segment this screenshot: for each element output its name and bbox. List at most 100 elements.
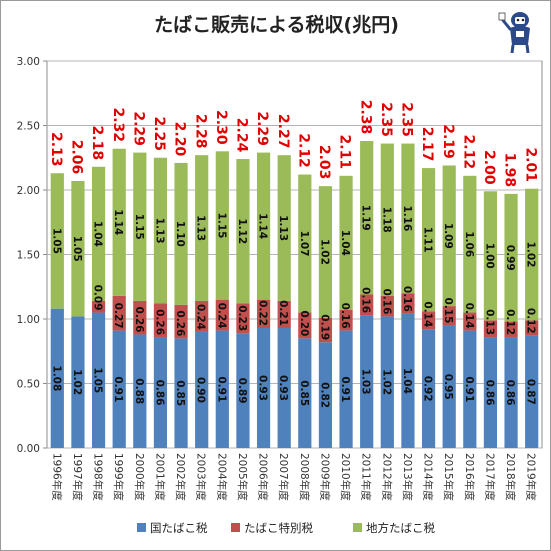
value-label-national-tax: 0.95 bbox=[442, 374, 454, 400]
bar-segment-special-tax bbox=[277, 300, 291, 329]
value-label-total: 2.25 bbox=[151, 116, 167, 151]
bar-segment-local-tax bbox=[277, 155, 291, 301]
bar-segment-national-tax bbox=[50, 308, 64, 448]
value-label-special-tax: 0.15 bbox=[442, 297, 454, 323]
bar-segment-special-tax bbox=[133, 300, 147, 335]
bar-segment-special-tax bbox=[318, 317, 333, 343]
value-label-national-tax: 0.91 bbox=[463, 376, 475, 402]
bar-segment-local-tax bbox=[380, 143, 394, 296]
bar-segment-national-tax bbox=[442, 325, 456, 448]
x-tick-label: 1997年度 bbox=[71, 453, 84, 501]
bar-segment-national-tax bbox=[215, 330, 229, 448]
y-tick-label: 0.50 bbox=[17, 379, 40, 391]
x-tick-label: 1996年度 bbox=[50, 453, 63, 501]
value-label-local-tax: 1.13 bbox=[195, 215, 207, 241]
bar-segment-special-tax bbox=[174, 304, 188, 339]
bar-segment-special-tax bbox=[401, 293, 415, 314]
value-label-local-tax: 1.02 bbox=[318, 239, 330, 265]
bar-segment-special-tax bbox=[298, 312, 312, 339]
value-label-local-tax: 1.13 bbox=[153, 218, 165, 244]
bar-segment-national-tax bbox=[298, 338, 312, 448]
value-label-local-tax: 1.07 bbox=[298, 231, 310, 257]
value-label-national-tax: 1.05 bbox=[92, 367, 104, 393]
bar-segment-local-tax bbox=[195, 155, 209, 301]
value-label-total: 2.32 bbox=[110, 107, 126, 142]
value-label-total: 2.24 bbox=[234, 118, 250, 153]
value-label-total: 1.98 bbox=[502, 153, 518, 188]
value-label-national-tax: 0.91 bbox=[112, 376, 124, 402]
x-tick-label: 2010年度 bbox=[339, 453, 352, 501]
x-tick-label: 2006年度 bbox=[257, 453, 270, 501]
legend-label: 国たばこ税 bbox=[150, 521, 208, 535]
bar-segment-national-tax bbox=[256, 328, 271, 448]
bar-segment-local-tax bbox=[133, 152, 147, 301]
value-label-total: 2.28 bbox=[192, 114, 208, 149]
value-label-national-tax: 0.86 bbox=[504, 380, 516, 406]
value-label-national-tax: 0.85 bbox=[298, 380, 310, 406]
bar-segment-national-tax bbox=[277, 328, 291, 448]
bar-segment-special-tax bbox=[256, 299, 271, 329]
bar-segment-local-tax bbox=[401, 143, 415, 294]
value-label-national-tax: 0.86 bbox=[153, 380, 165, 406]
x-tick-label: 2015年度 bbox=[442, 453, 455, 501]
x-tick-label: 2000年度 bbox=[133, 453, 146, 501]
x-tick-label: 2007年度 bbox=[277, 453, 290, 501]
x-tick-label: 2005年度 bbox=[236, 453, 249, 501]
x-tick-label: 2019年度 bbox=[525, 453, 538, 501]
bar-segment-local-tax bbox=[463, 175, 477, 313]
value-label-total: 2.20 bbox=[172, 122, 188, 157]
chart-title: たばこ販売による税収(兆円) bbox=[154, 14, 399, 36]
bar-segment-special-tax bbox=[215, 299, 229, 331]
value-label-special-tax: 0.22 bbox=[257, 300, 269, 326]
value-label-special-tax: 0.16 bbox=[339, 303, 351, 329]
bar-segment-special-tax bbox=[483, 320, 498, 338]
bar-segment-national-tax bbox=[174, 338, 188, 448]
bar-segment-national-tax bbox=[483, 337, 498, 448]
value-label-special-tax: 0.19 bbox=[318, 314, 330, 340]
mascot-illustration bbox=[498, 12, 530, 54]
value-label-total: 2.13 bbox=[48, 132, 64, 167]
value-label-local-tax: 1.12 bbox=[236, 218, 248, 244]
value-label-national-tax: 0.86 bbox=[483, 380, 495, 406]
bar-segment-local-tax bbox=[236, 159, 250, 304]
bar-segment-local-tax bbox=[483, 191, 498, 321]
value-label-local-tax: 1.04 bbox=[92, 221, 104, 247]
bar-segment-national-tax bbox=[195, 331, 209, 448]
value-label-total: 2.06 bbox=[69, 140, 85, 175]
bar-segment-local-tax bbox=[442, 165, 456, 307]
value-label-special-tax: 0.16 bbox=[360, 287, 372, 313]
value-label-special-tax: 0.24 bbox=[215, 303, 227, 329]
legend-swatch bbox=[353, 523, 362, 532]
bar-segment-national-tax bbox=[112, 330, 126, 448]
value-label-total: 2.29 bbox=[130, 111, 146, 146]
bar-segment-national-tax bbox=[153, 337, 168, 448]
value-label-national-tax: 0.82 bbox=[318, 382, 330, 408]
value-label-special-tax: 0.16 bbox=[380, 288, 392, 314]
legend-label: たばこ特別税 bbox=[244, 521, 313, 535]
value-label-total: 2.03 bbox=[316, 145, 332, 180]
bar-segment-special-tax bbox=[504, 321, 518, 338]
bar-segment-national-tax bbox=[318, 342, 333, 448]
value-label-national-tax: 0.85 bbox=[174, 380, 186, 406]
value-label-total: 2.12 bbox=[295, 133, 311, 168]
value-label-local-tax: 1.14 bbox=[257, 213, 269, 239]
value-label-local-tax: 1.06 bbox=[463, 231, 475, 257]
value-label-special-tax: 0.26 bbox=[133, 307, 145, 333]
value-label-national-tax: 0.88 bbox=[133, 378, 145, 404]
x-tick-label: 2012年度 bbox=[380, 453, 393, 501]
value-label-local-tax: 1.14 bbox=[112, 209, 124, 235]
legend-label: 地方たばこ税 bbox=[366, 521, 435, 535]
bar-segment-special-tax bbox=[236, 303, 250, 334]
value-label-national-tax: 0.90 bbox=[195, 377, 207, 403]
bar-segment-local-tax bbox=[504, 193, 518, 322]
bar-segment-national-tax bbox=[525, 335, 539, 448]
bar-segment-national-tax bbox=[463, 330, 477, 448]
y-tick-label: 2.00 bbox=[17, 185, 40, 197]
value-label-special-tax: 0.26 bbox=[174, 310, 186, 336]
bar-segment-special-tax bbox=[421, 311, 436, 330]
x-tick-label: 2001年度 bbox=[153, 453, 166, 501]
value-label-special-tax: 0.13 bbox=[483, 309, 495, 335]
value-label-local-tax: 1.00 bbox=[483, 243, 495, 269]
value-label-special-tax: 0.14 bbox=[463, 303, 475, 329]
value-label-total: 2.12 bbox=[460, 135, 476, 170]
